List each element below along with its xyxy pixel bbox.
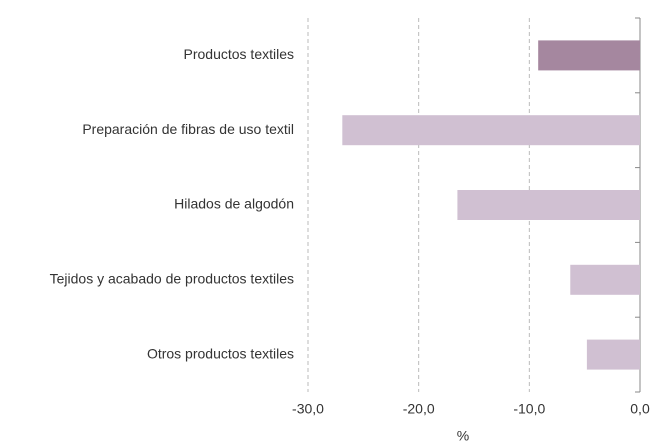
y-tick-label: Tejidos y acabado de productos textiles: [50, 271, 294, 287]
bar: [457, 190, 640, 220]
bar: [586, 339, 640, 370]
x-tick-label: -20,0: [403, 401, 435, 417]
x-tick-label: 0,0: [630, 401, 650, 417]
y-tick-label: Otros productos textiles: [147, 345, 294, 361]
y-tick-label: Productos textiles: [184, 46, 295, 62]
bar: [570, 264, 640, 295]
x-axis-label: %: [457, 428, 469, 444]
x-tick-label: -10,0: [513, 401, 545, 417]
x-tick-label: -30,0: [292, 401, 324, 417]
bar: [538, 40, 640, 71]
y-tick-label: Hilados de algodón: [174, 196, 294, 212]
y-tick-label: Preparación de fibras de uso textil: [82, 121, 294, 137]
bar: [342, 115, 640, 146]
